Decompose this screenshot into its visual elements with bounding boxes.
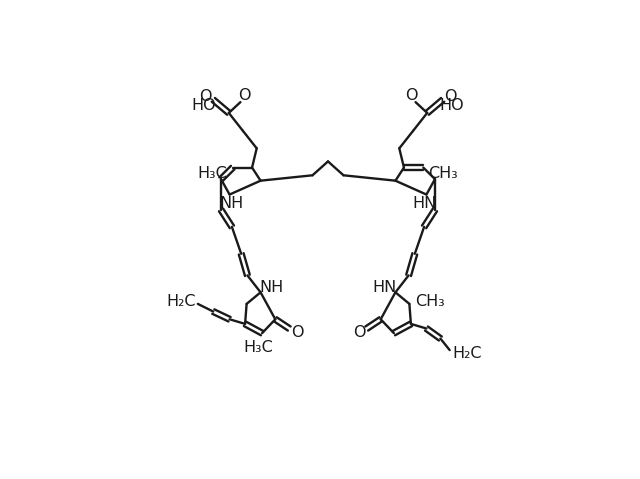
Text: HO: HO: [440, 99, 465, 114]
Text: HN: HN: [372, 280, 397, 295]
Text: HN: HN: [413, 196, 437, 211]
Text: CH₃: CH₃: [429, 166, 458, 181]
Text: O: O: [238, 89, 250, 103]
Text: O: O: [353, 325, 365, 340]
Text: NH: NH: [259, 280, 284, 295]
Text: O: O: [406, 89, 418, 103]
Text: H₃C: H₃C: [198, 166, 227, 181]
Text: O: O: [444, 89, 457, 104]
Text: H₂C: H₂C: [452, 346, 481, 362]
Text: H₃C: H₃C: [243, 340, 273, 354]
Text: H₂C: H₂C: [166, 294, 195, 309]
Text: NH: NH: [219, 196, 243, 211]
Text: O: O: [199, 89, 212, 104]
Text: CH₃: CH₃: [415, 294, 444, 309]
Text: HO: HO: [191, 99, 216, 114]
Text: O: O: [291, 325, 303, 340]
